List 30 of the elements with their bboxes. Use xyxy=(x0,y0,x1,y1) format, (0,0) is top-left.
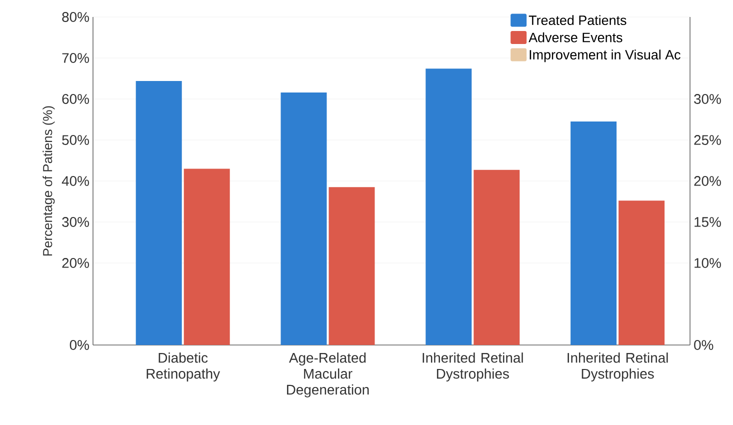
legend-label: Adverse Events xyxy=(528,32,622,42)
bar xyxy=(328,187,375,345)
y-tick-label: 20% xyxy=(62,258,89,268)
bar xyxy=(618,200,665,345)
y-tick-label: 0% xyxy=(70,340,89,350)
bar xyxy=(136,80,182,345)
y-tick-label: 50% xyxy=(62,135,89,145)
bar xyxy=(426,68,472,345)
y2-tick-label: 10% xyxy=(694,258,721,268)
bar xyxy=(184,168,230,345)
x-tick-label: Inherited Retinal Dystrophies xyxy=(568,352,668,382)
bar xyxy=(280,92,327,345)
y-tick-label: 40% xyxy=(62,176,89,186)
legend-label: Improvement in Visual Ac xyxy=(530,50,680,62)
y2-tick-label: 25% xyxy=(694,135,721,145)
x-tick-label: Inherited Retinal Dystrophies xyxy=(422,352,523,382)
legend-label: Treated Patients xyxy=(528,15,626,26)
bar xyxy=(474,170,520,345)
y-tick-label: 80% xyxy=(62,12,89,22)
y2-tick-label: 20% xyxy=(694,176,721,186)
y-tick-label: 60% xyxy=(62,94,89,104)
y2-tick-label: 30% xyxy=(694,94,721,104)
bar xyxy=(570,122,617,345)
y2-tick-label: 15% xyxy=(694,217,721,227)
y2-tick-label: 0% xyxy=(694,340,714,350)
y-tick-label: 70% xyxy=(62,53,89,63)
y-tick-label: 30% xyxy=(62,217,89,227)
y-axis-title: Percentage of Patiens (%) xyxy=(42,106,55,256)
x-tick-label: Age-Related Macular Degeneration xyxy=(287,352,369,398)
x-tick-label: Diabetic Retinopathy xyxy=(146,352,220,382)
